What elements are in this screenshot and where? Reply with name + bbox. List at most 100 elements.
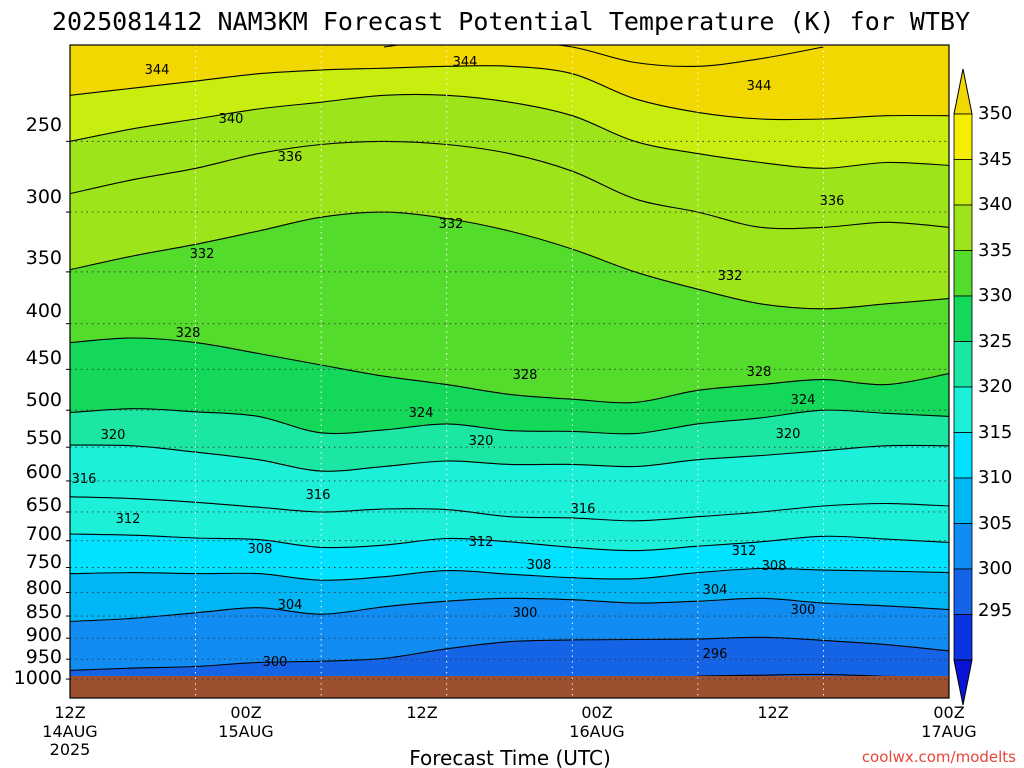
contour-label: 320 <box>101 428 126 443</box>
y-tick-label: 250 <box>26 114 62 136</box>
colorbar-tick-label: 330 <box>978 285 1012 306</box>
y-axis: 250 300 350 400 450 500 550 600 650 700 … <box>14 114 62 689</box>
colorbar-swatch <box>953 568 973 615</box>
y-tick-label: 850 <box>26 601 62 623</box>
contour-label: 328 <box>176 326 201 341</box>
contour-label: 332 <box>718 269 743 284</box>
plot-frame <box>69 44 950 699</box>
contour-label: 300 <box>263 655 288 670</box>
colorbar-tick-label: 295 <box>978 600 1012 621</box>
y-tick-label: 300 <box>26 186 62 208</box>
colorbar-swatch <box>953 614 973 661</box>
y-tick-label: 700 <box>26 523 62 545</box>
contour-312 <box>70 533 949 552</box>
contour-label: 316 <box>306 488 331 503</box>
y-tick-label: 750 <box>26 551 62 573</box>
contour-label: 300 <box>791 603 816 618</box>
y-tick-label: 800 <box>26 577 62 599</box>
y-tick-label: 650 <box>26 494 62 516</box>
potential-temperature-contours <box>70 45 949 679</box>
contour-label: 336 <box>278 150 303 165</box>
colorbar-swatch <box>953 477 973 524</box>
contour-label: 344 <box>453 55 478 70</box>
contour-label-group: 344 344 344 340 336 336 332 332 332 328 … <box>72 55 845 670</box>
colorbar-swatch <box>953 386 973 433</box>
contour-label: 324 <box>791 393 816 408</box>
y-tick-label: 450 <box>26 347 62 369</box>
colorbar-tick-label: 335 <box>978 240 1012 261</box>
contour-308 <box>70 567 949 581</box>
colorbar-labels: 350 345 340 335 330 325 320 315 310 305 … <box>978 103 1012 621</box>
colorbar-swatch <box>953 523 973 570</box>
colorbar-tick-label: 300 <box>978 558 1012 579</box>
contour-348 <box>383 45 824 67</box>
colorbar-tick-label: 340 <box>978 194 1012 215</box>
colorbar-overflow-arrow <box>953 68 973 115</box>
contour-328 <box>70 337 949 404</box>
contour-label: 320 <box>776 427 801 442</box>
y-tick-label: 950 <box>26 646 62 668</box>
colorbar: 350 345 340 335 330 325 320 315 310 305 … <box>953 68 1012 706</box>
contour-304 <box>70 597 949 623</box>
y-tick-label: 550 <box>26 427 62 449</box>
x-tick-date: 15AUG <box>218 722 273 741</box>
contour-336 <box>70 140 949 230</box>
y-tick-label: 1000 <box>14 667 62 689</box>
contour-label: 296 <box>703 647 728 662</box>
contour-label: 308 <box>248 542 273 557</box>
contour-label: 312 <box>116 512 141 527</box>
colorbar-underflow-arrow <box>953 659 973 706</box>
colorbar-tick-label: 350 <box>978 103 1012 124</box>
contour-label: 344 <box>145 63 170 78</box>
x-tick-time: 12Z <box>406 703 437 722</box>
plot-area: 344 344 344 340 336 336 332 332 332 328 … <box>66 44 950 699</box>
contour-label: 332 <box>439 217 464 232</box>
contour-label: 324 <box>409 406 434 421</box>
x-tick-date: 16AUG <box>569 722 624 741</box>
x-tick-time: 00Z <box>230 703 261 722</box>
x-tick-time: 00Z <box>933 703 964 722</box>
colorbar-swatch <box>953 159 973 206</box>
contour-label: 300 <box>513 606 538 621</box>
contour-label: 304 <box>703 583 728 598</box>
contour-label: 304 <box>278 598 303 613</box>
y-tick-label: 900 <box>26 624 62 646</box>
colorbar-swatch <box>953 250 973 297</box>
contour-344 <box>70 65 949 121</box>
contour-label: 308 <box>527 558 552 573</box>
contour-label: 312 <box>732 544 757 559</box>
y-tick-label: 400 <box>26 300 62 322</box>
colorbar-swatches <box>953 68 973 706</box>
colorbar-tick-label: 325 <box>978 331 1012 352</box>
contour-label: 320 <box>469 434 494 449</box>
contour-340 <box>70 93 949 169</box>
contour-300 <box>70 636 949 671</box>
x-tick-time: 12Z <box>757 703 788 722</box>
chart-title: 2025081412 NAM3KM Forecast Potential Tem… <box>52 7 970 36</box>
contour-label: 316 <box>72 472 97 487</box>
contour-label: 308 <box>762 559 787 574</box>
contour-332 <box>70 211 949 310</box>
x-tick-time: 00Z <box>581 703 612 722</box>
colorbar-swatch <box>953 341 973 388</box>
contour-320 <box>70 444 949 472</box>
x-tick-year: 2025 <box>50 740 91 759</box>
x-tick-time: 12Z <box>54 703 85 722</box>
contour-label: 328 <box>513 368 538 383</box>
contour-label: 332 <box>190 247 215 262</box>
grid-lines <box>66 45 949 698</box>
surface-ground <box>70 676 949 698</box>
contour-label: 328 <box>747 365 772 380</box>
y-tick-label: 350 <box>26 247 62 269</box>
contour-label: 316 <box>571 502 596 517</box>
x-axis: 12Z 14AUG 2025 00Z 15AUG 12Z 00Z 16AUG 1… <box>42 703 976 768</box>
contour-label: 312 <box>469 535 494 550</box>
colorbar-tick-label: 305 <box>978 513 1012 534</box>
credit-link[interactable]: coolwx.com/modelts <box>862 748 1016 766</box>
potential-temperature-bands <box>70 65 949 698</box>
contour-324 <box>70 408 949 435</box>
colorbar-tick-label: 310 <box>978 467 1012 488</box>
contour-316 <box>70 496 949 522</box>
colorbar-swatch <box>953 113 973 160</box>
